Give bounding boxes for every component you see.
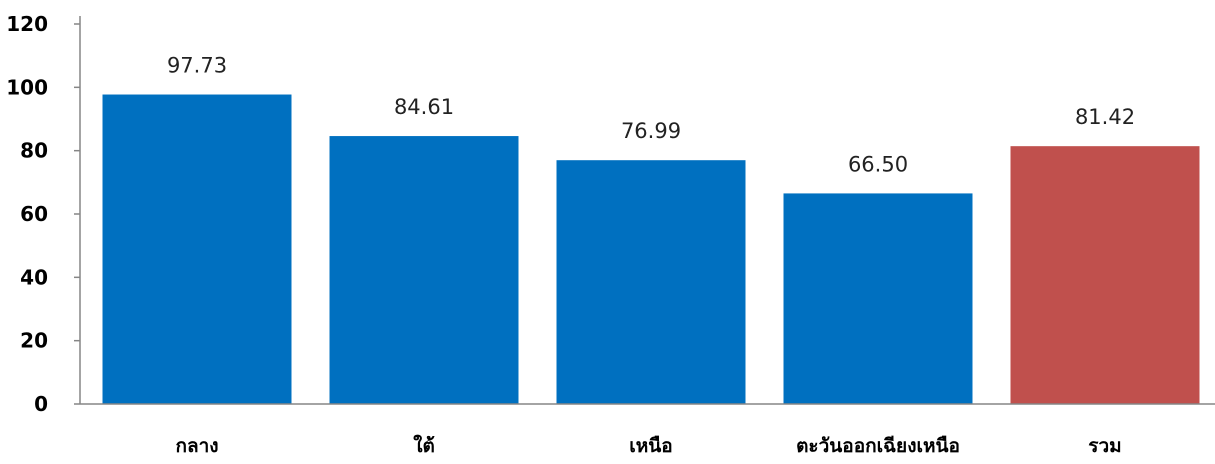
x-axis-ticks: กลาง ใต้ เหนือ ตะวันออกเฉียงเหนือ รวม [175, 434, 1121, 457]
bar [783, 193, 973, 404]
bar [102, 94, 292, 404]
x-tick-label: กลาง [175, 435, 218, 457]
bar [329, 136, 519, 404]
data-label: 66.50 [848, 152, 908, 176]
data-labels: 97.73 84.61 76.99 66.50 81.42 [167, 54, 1135, 177]
bar-series [102, 94, 1200, 405]
y-tick-label: 20 [20, 329, 48, 353]
bar [556, 160, 746, 404]
y-axis-ticks: 0 20 40 60 80 100 120 [6, 12, 80, 416]
data-label: 81.42 [1075, 105, 1135, 129]
x-tick-label: ใต้ [413, 434, 435, 457]
x-tick-label: เหนือ [629, 435, 672, 457]
y-tick-label: 80 [20, 139, 48, 163]
y-tick-label: 100 [6, 75, 48, 99]
x-tick-label: ตะวันออกเฉียงเหนือ [796, 435, 960, 457]
x-tick-label: รวม [1088, 435, 1121, 457]
y-tick-label: 60 [20, 202, 48, 226]
y-tick-label: 0 [34, 392, 48, 416]
data-label: 76.99 [621, 119, 681, 143]
y-tick-label: 40 [20, 265, 48, 289]
data-label: 97.73 [167, 54, 227, 78]
data-label: 84.61 [394, 95, 454, 119]
y-tick-label: 120 [6, 12, 48, 36]
bar [1010, 146, 1200, 405]
